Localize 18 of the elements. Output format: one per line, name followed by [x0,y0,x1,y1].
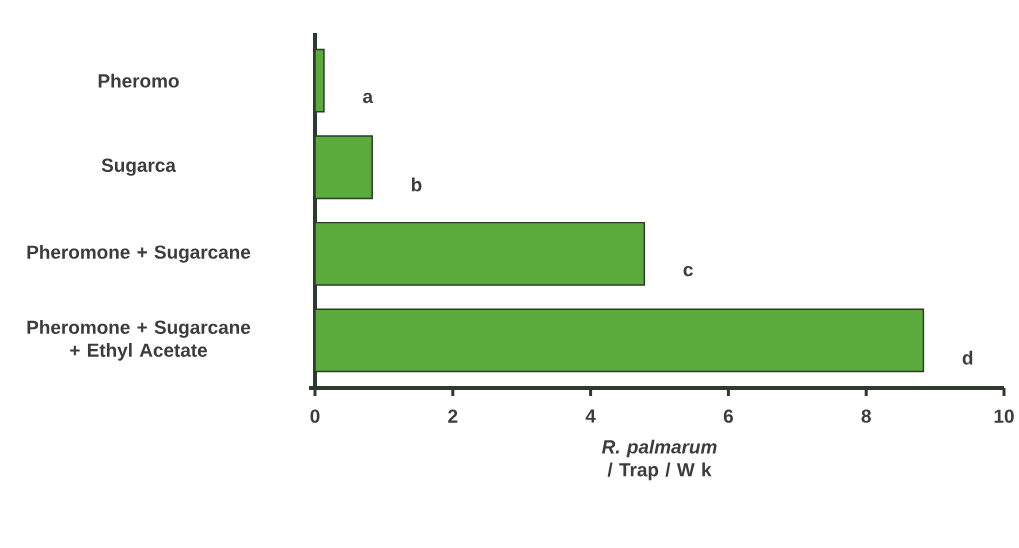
x-tick-label: 4 [585,409,596,423]
x-tick-label: 2 [448,409,458,423]
y-tick-label: Sugarca [101,158,176,176]
bar [315,221,646,286]
x-tick-label: 6 [723,409,733,423]
x-axis-title: R. palmarum / Trap / W k [601,439,717,481]
annotation: d [962,350,973,365]
bar [315,135,373,200]
annotation: c [683,265,693,277]
x-tick-label: 10 [994,409,1014,423]
y-tick-label: Pheromone + Sugarcane + Ethyl Acetate [27,320,251,361]
y-tick-label: Pheromo [98,73,179,88]
bar [315,308,925,373]
annotation: b [411,177,422,192]
y-tick-label: Pheromone + Sugarcane [27,244,251,263]
x-tick-label: 0 [310,409,320,423]
x-tick-label: 8 [861,409,871,423]
annotation: a [363,92,374,104]
